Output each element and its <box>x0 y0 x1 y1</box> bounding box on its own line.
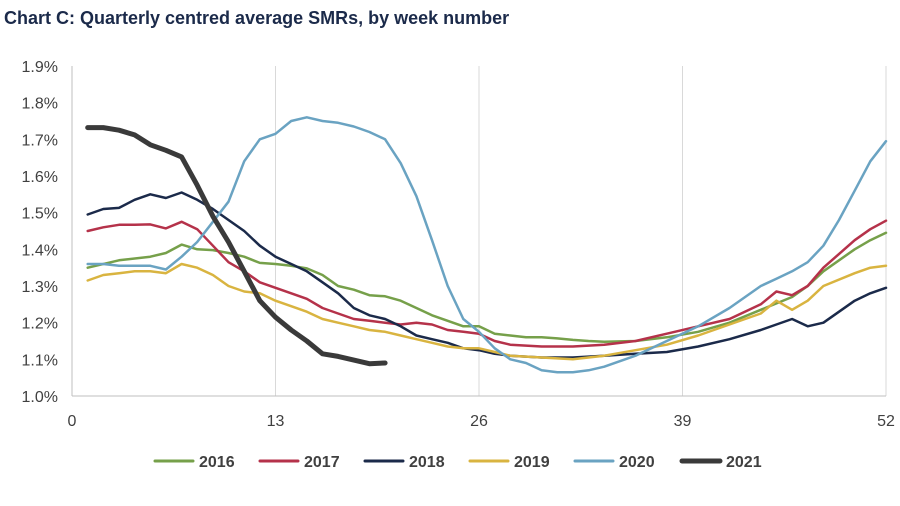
y-axis-ticks: 1.0% 1.1% 1.2% 1.3% 1.4% 1.5% 1.6% 1.7% 1.8% 1.9% <box>22 59 58 406</box>
series-line-2019 <box>86 262 888 361</box>
legend-label-2018: 2018 <box>409 454 445 471</box>
y-tick-label: 1.8% <box>22 96 58 113</box>
chart-title: Chart C: Quarterly centred average SMRs,… <box>4 8 510 28</box>
y-tick-label: 1.0% <box>22 389 58 406</box>
series-line-2017 <box>86 219 888 348</box>
legend-label-2017: 2017 <box>304 454 340 471</box>
y-tick-label: 1.9% <box>22 59 58 76</box>
legend-label-2021: 2021 <box>726 454 762 471</box>
y-tick-label: 1.6% <box>22 169 58 186</box>
series-line-2021 <box>85 125 388 367</box>
x-tick-label: 39 <box>674 413 692 430</box>
x-axis-ticks: 0 13 26 39 52 <box>68 413 895 430</box>
y-tick-label: 1.5% <box>22 206 58 223</box>
x-tick-label: 13 <box>267 413 285 430</box>
y-tick-label: 1.7% <box>22 132 58 149</box>
y-tick-label: 1.1% <box>22 352 58 369</box>
y-tick-label: 1.2% <box>22 316 58 333</box>
series-line-2016 <box>86 231 888 343</box>
x-tick-label: 52 <box>877 413 895 430</box>
y-tick-label: 1.4% <box>22 242 58 259</box>
y-tick-label: 1.3% <box>22 279 58 296</box>
legend: 2016 2017 2018 2019 2020 2021 <box>153 454 762 471</box>
x-tick-label: 26 <box>470 413 488 430</box>
legend-label-2020: 2020 <box>619 454 655 471</box>
legend-label-2019: 2019 <box>514 454 550 471</box>
series-line-2018 <box>86 191 888 359</box>
axes <box>71 66 886 397</box>
series-line-2020 <box>86 116 888 374</box>
legend-label-2016: 2016 <box>199 454 235 471</box>
x-tick-label: 0 <box>68 413 77 430</box>
series-lines <box>85 116 888 374</box>
